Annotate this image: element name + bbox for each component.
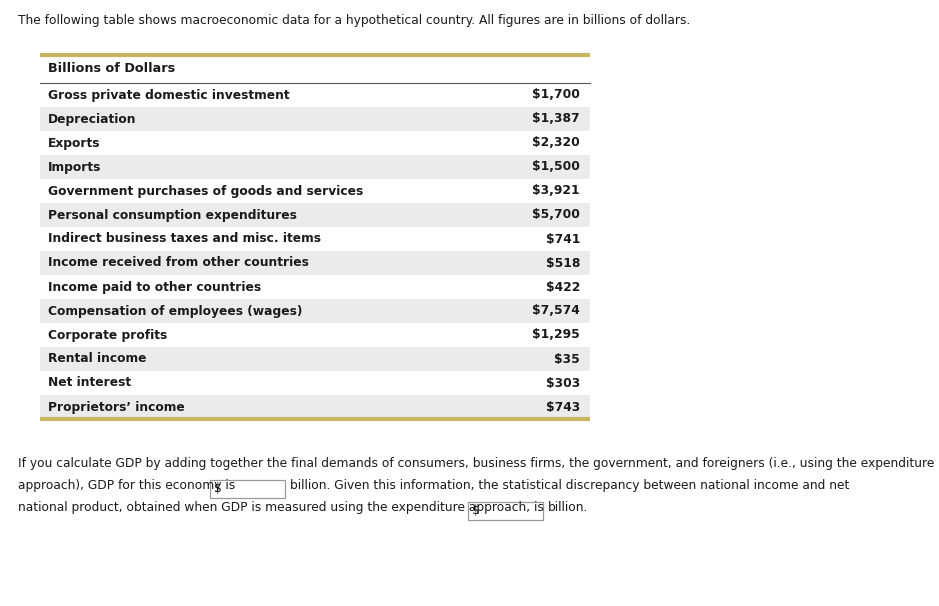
Text: The following table shows macroeconomic data for a hypothetical country. All fig: The following table shows macroeconomic …: [18, 14, 690, 27]
Text: $7,574: $7,574: [532, 304, 580, 318]
Text: Rental income: Rental income: [48, 353, 146, 365]
Text: Net interest: Net interest: [48, 376, 131, 390]
Text: $: $: [472, 505, 480, 518]
Text: $5,700: $5,700: [532, 208, 580, 222]
Text: $303: $303: [546, 376, 580, 390]
Text: billion.: billion.: [548, 501, 589, 514]
Bar: [40, 83, 590, 107]
Bar: [40, 347, 590, 371]
Text: $2,320: $2,320: [532, 136, 580, 150]
Bar: [40, 203, 590, 227]
Bar: [40, 251, 590, 275]
Text: $422: $422: [546, 281, 580, 293]
Bar: [210, 480, 285, 498]
Bar: [40, 179, 590, 203]
Text: national product, obtained when GDP is measured using the expenditure approach, : national product, obtained when GDP is m…: [18, 501, 544, 514]
Text: Corporate profits: Corporate profits: [48, 328, 167, 342]
Bar: [468, 502, 543, 520]
Bar: [40, 395, 590, 419]
Text: $1,500: $1,500: [532, 161, 580, 173]
Text: Indirect business taxes and misc. items: Indirect business taxes and misc. items: [48, 233, 321, 245]
Text: $3,921: $3,921: [532, 184, 580, 198]
Text: $1,387: $1,387: [532, 113, 580, 125]
Text: Gross private domestic investment: Gross private domestic investment: [48, 88, 289, 101]
Bar: [40, 227, 590, 251]
Text: Compensation of employees (wages): Compensation of employees (wages): [48, 304, 302, 318]
Text: Personal consumption expenditures: Personal consumption expenditures: [48, 208, 297, 222]
Bar: [40, 323, 590, 347]
Text: Government purchases of goods and services: Government purchases of goods and servic…: [48, 184, 363, 198]
Text: If you calculate GDP by adding together the final demands of consumers, business: If you calculate GDP by adding together …: [18, 457, 934, 470]
Text: Income received from other countries: Income received from other countries: [48, 256, 309, 270]
Bar: [40, 131, 590, 155]
Text: Billions of Dollars: Billions of Dollars: [48, 62, 176, 76]
Text: approach), GDP for this economy is: approach), GDP for this economy is: [18, 479, 236, 492]
Bar: [40, 371, 590, 395]
Bar: [40, 299, 590, 323]
Text: $741: $741: [546, 233, 580, 245]
Text: Imports: Imports: [48, 161, 101, 173]
Bar: [40, 275, 590, 299]
Text: $518: $518: [546, 256, 580, 270]
Text: $1,295: $1,295: [532, 328, 580, 342]
Text: billion. Given this information, the statistical discrepancy between national in: billion. Given this information, the sta…: [290, 479, 850, 492]
Bar: [40, 155, 590, 179]
Text: $743: $743: [546, 401, 580, 413]
Bar: [40, 107, 590, 131]
Text: $: $: [214, 482, 222, 496]
Bar: [40, 55, 590, 83]
Text: Income paid to other countries: Income paid to other countries: [48, 281, 261, 293]
Text: Proprietors’ income: Proprietors’ income: [48, 401, 185, 413]
Text: Exports: Exports: [48, 136, 100, 150]
Text: Depreciation: Depreciation: [48, 113, 136, 125]
Text: $1,700: $1,700: [532, 88, 580, 101]
Text: $35: $35: [554, 353, 580, 365]
